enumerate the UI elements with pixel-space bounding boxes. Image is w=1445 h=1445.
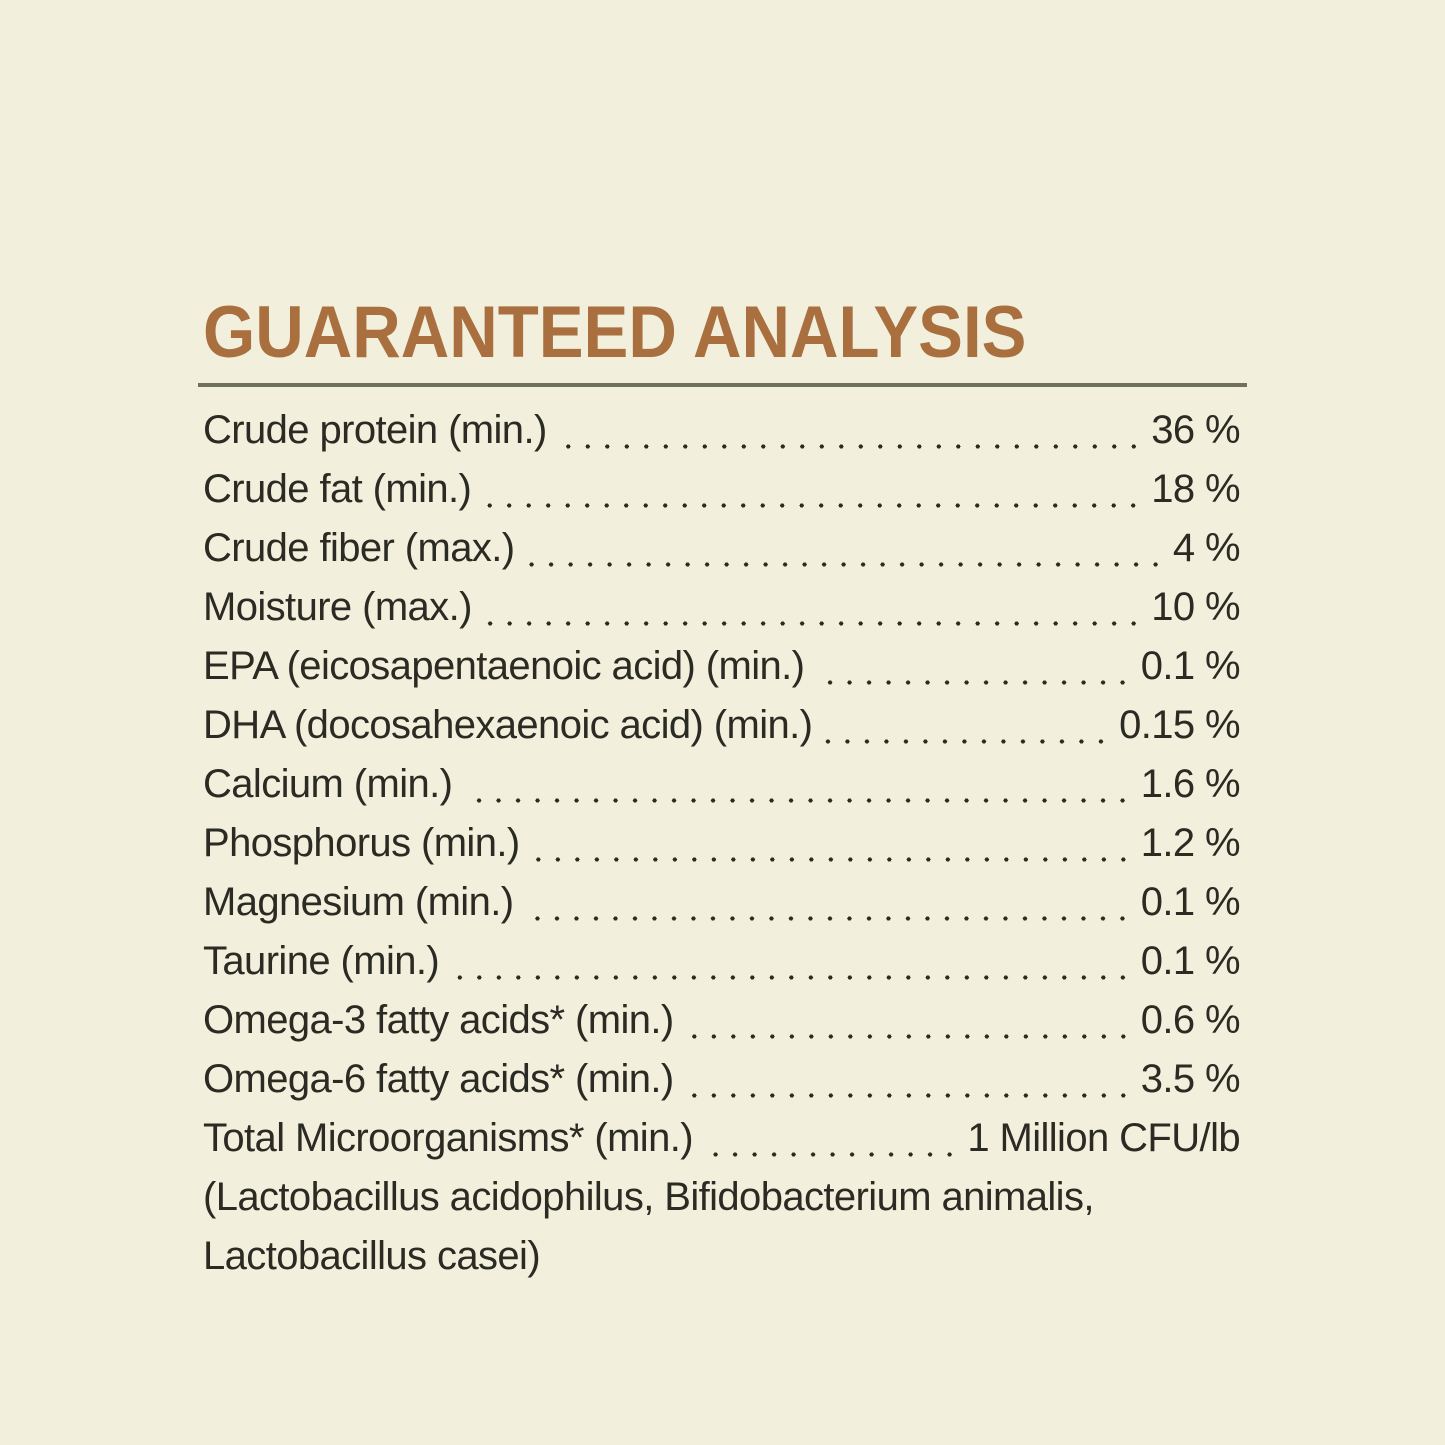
nutrient-value: 1 Million CFU/lb — [967, 1116, 1240, 1160]
nutrient-value: 0.6 % — [1140, 998, 1241, 1042]
analysis-row-epa: EPA (eicosapentaenoic acid) (min.) 0.1 % — [203, 637, 1241, 696]
nutrient-label: DHA (docosahexaenoic acid) (min.) — [203, 703, 813, 747]
dot-leader — [449, 932, 1133, 991]
dot-leader — [556, 401, 1144, 460]
nutrient-value: 1.6 % — [1140, 762, 1241, 806]
dot-leader — [462, 755, 1133, 814]
nutrient-value: 1.2 % — [1140, 821, 1241, 865]
nutrient-label: Omega-3 fatty acids* (min.) — [203, 998, 674, 1042]
analysis-row-omega-3: Omega-3 fatty acids* (min.) 0.6 % — [203, 991, 1241, 1050]
nutrient-label: Crude fat (min.) — [203, 467, 472, 511]
nutrient-value: 0.1 % — [1140, 644, 1241, 688]
analysis-row-taurine: Taurine (min.) 0.1 % — [203, 932, 1241, 991]
nutrient-label: Phosphorus (min.) — [203, 821, 520, 865]
analysis-row-crude-protein: Crude protein (min.) 36 % — [203, 401, 1241, 460]
analysis-row-crude-fiber: Crude fiber (max.) 4 % — [203, 519, 1241, 578]
nutrient-value: 18 % — [1151, 467, 1240, 511]
guaranteed-analysis-panel: GUARANTEED ANALYSIS Crude protein (min.)… — [198, 292, 1247, 1286]
nutrient-label: EPA (eicosapentaenoic acid) (min.) — [203, 644, 805, 688]
analysis-row-magnesium: Magnesium (min.) 0.1 % — [203, 873, 1241, 932]
analysis-row-moisture: Moisture (max.) 10 % — [203, 578, 1241, 637]
nutrient-label: Crude protein (min.) — [203, 408, 547, 452]
dot-leader — [702, 1109, 960, 1168]
nutrient-value: 36 % — [1151, 408, 1240, 452]
nutrient-value: 0.1 % — [1140, 939, 1241, 983]
analysis-row-dha: DHA (docosahexaenoic acid) (min.) 0.15 % — [203, 696, 1241, 755]
dot-leader — [481, 578, 1144, 637]
dot-leader — [523, 873, 1133, 932]
page-title: GUARANTEED ANALYSIS — [203, 292, 1027, 373]
dot-leader — [822, 696, 1112, 755]
nutrient-value: 0.1 % — [1140, 880, 1241, 924]
dot-leader — [814, 637, 1133, 696]
nutrient-label: Crude fiber (max.) — [203, 526, 515, 570]
nutrient-label: Taurine (min.) — [203, 939, 440, 983]
microorganisms-detail-line: (Lactobacillus acidophilus, Bifidobacter… — [203, 1175, 1094, 1219]
analysis-row-calcium: Calcium (min.) 1.6 % — [203, 755, 1241, 814]
analysis-row-omega-6: Omega-6 fatty acids* (min.) 3.5 % — [203, 1050, 1241, 1109]
nutrient-value: 10 % — [1151, 585, 1240, 629]
dot-leader — [683, 991, 1133, 1050]
nutrient-label: Moisture (max.) — [203, 585, 472, 629]
nutrient-label: Magnesium (min.) — [203, 880, 514, 924]
nutrient-label: Calcium (min.) — [203, 762, 453, 806]
nutrient-value: 0.15 % — [1119, 703, 1241, 747]
nutrient-value: 4 % — [1172, 526, 1241, 570]
microorganisms-detail-line: Lactobacillus casei) — [203, 1234, 541, 1278]
nutrient-label: Omega-6 fatty acids* (min.) — [203, 1057, 674, 1101]
analysis-row-total-microorganisms: Total Microorganisms* (min.) 1 Million C… — [203, 1109, 1241, 1168]
analysis-row-phosphorus: Phosphorus (min.) 1.2 % — [203, 814, 1241, 873]
nutrient-value: 3.5 % — [1140, 1057, 1241, 1101]
dot-leader — [529, 814, 1133, 873]
dot-leader — [481, 460, 1144, 519]
dot-leader — [524, 519, 1165, 578]
analysis-row-crude-fat: Crude fat (min.) 18 % — [203, 460, 1241, 519]
title-divider — [198, 383, 1247, 387]
analysis-table: Crude protein (min.) 36 % Crude fat (min… — [203, 401, 1241, 1286]
dot-leader — [683, 1050, 1133, 1109]
nutrient-label: Total Microorganisms* (min.) — [203, 1116, 694, 1160]
